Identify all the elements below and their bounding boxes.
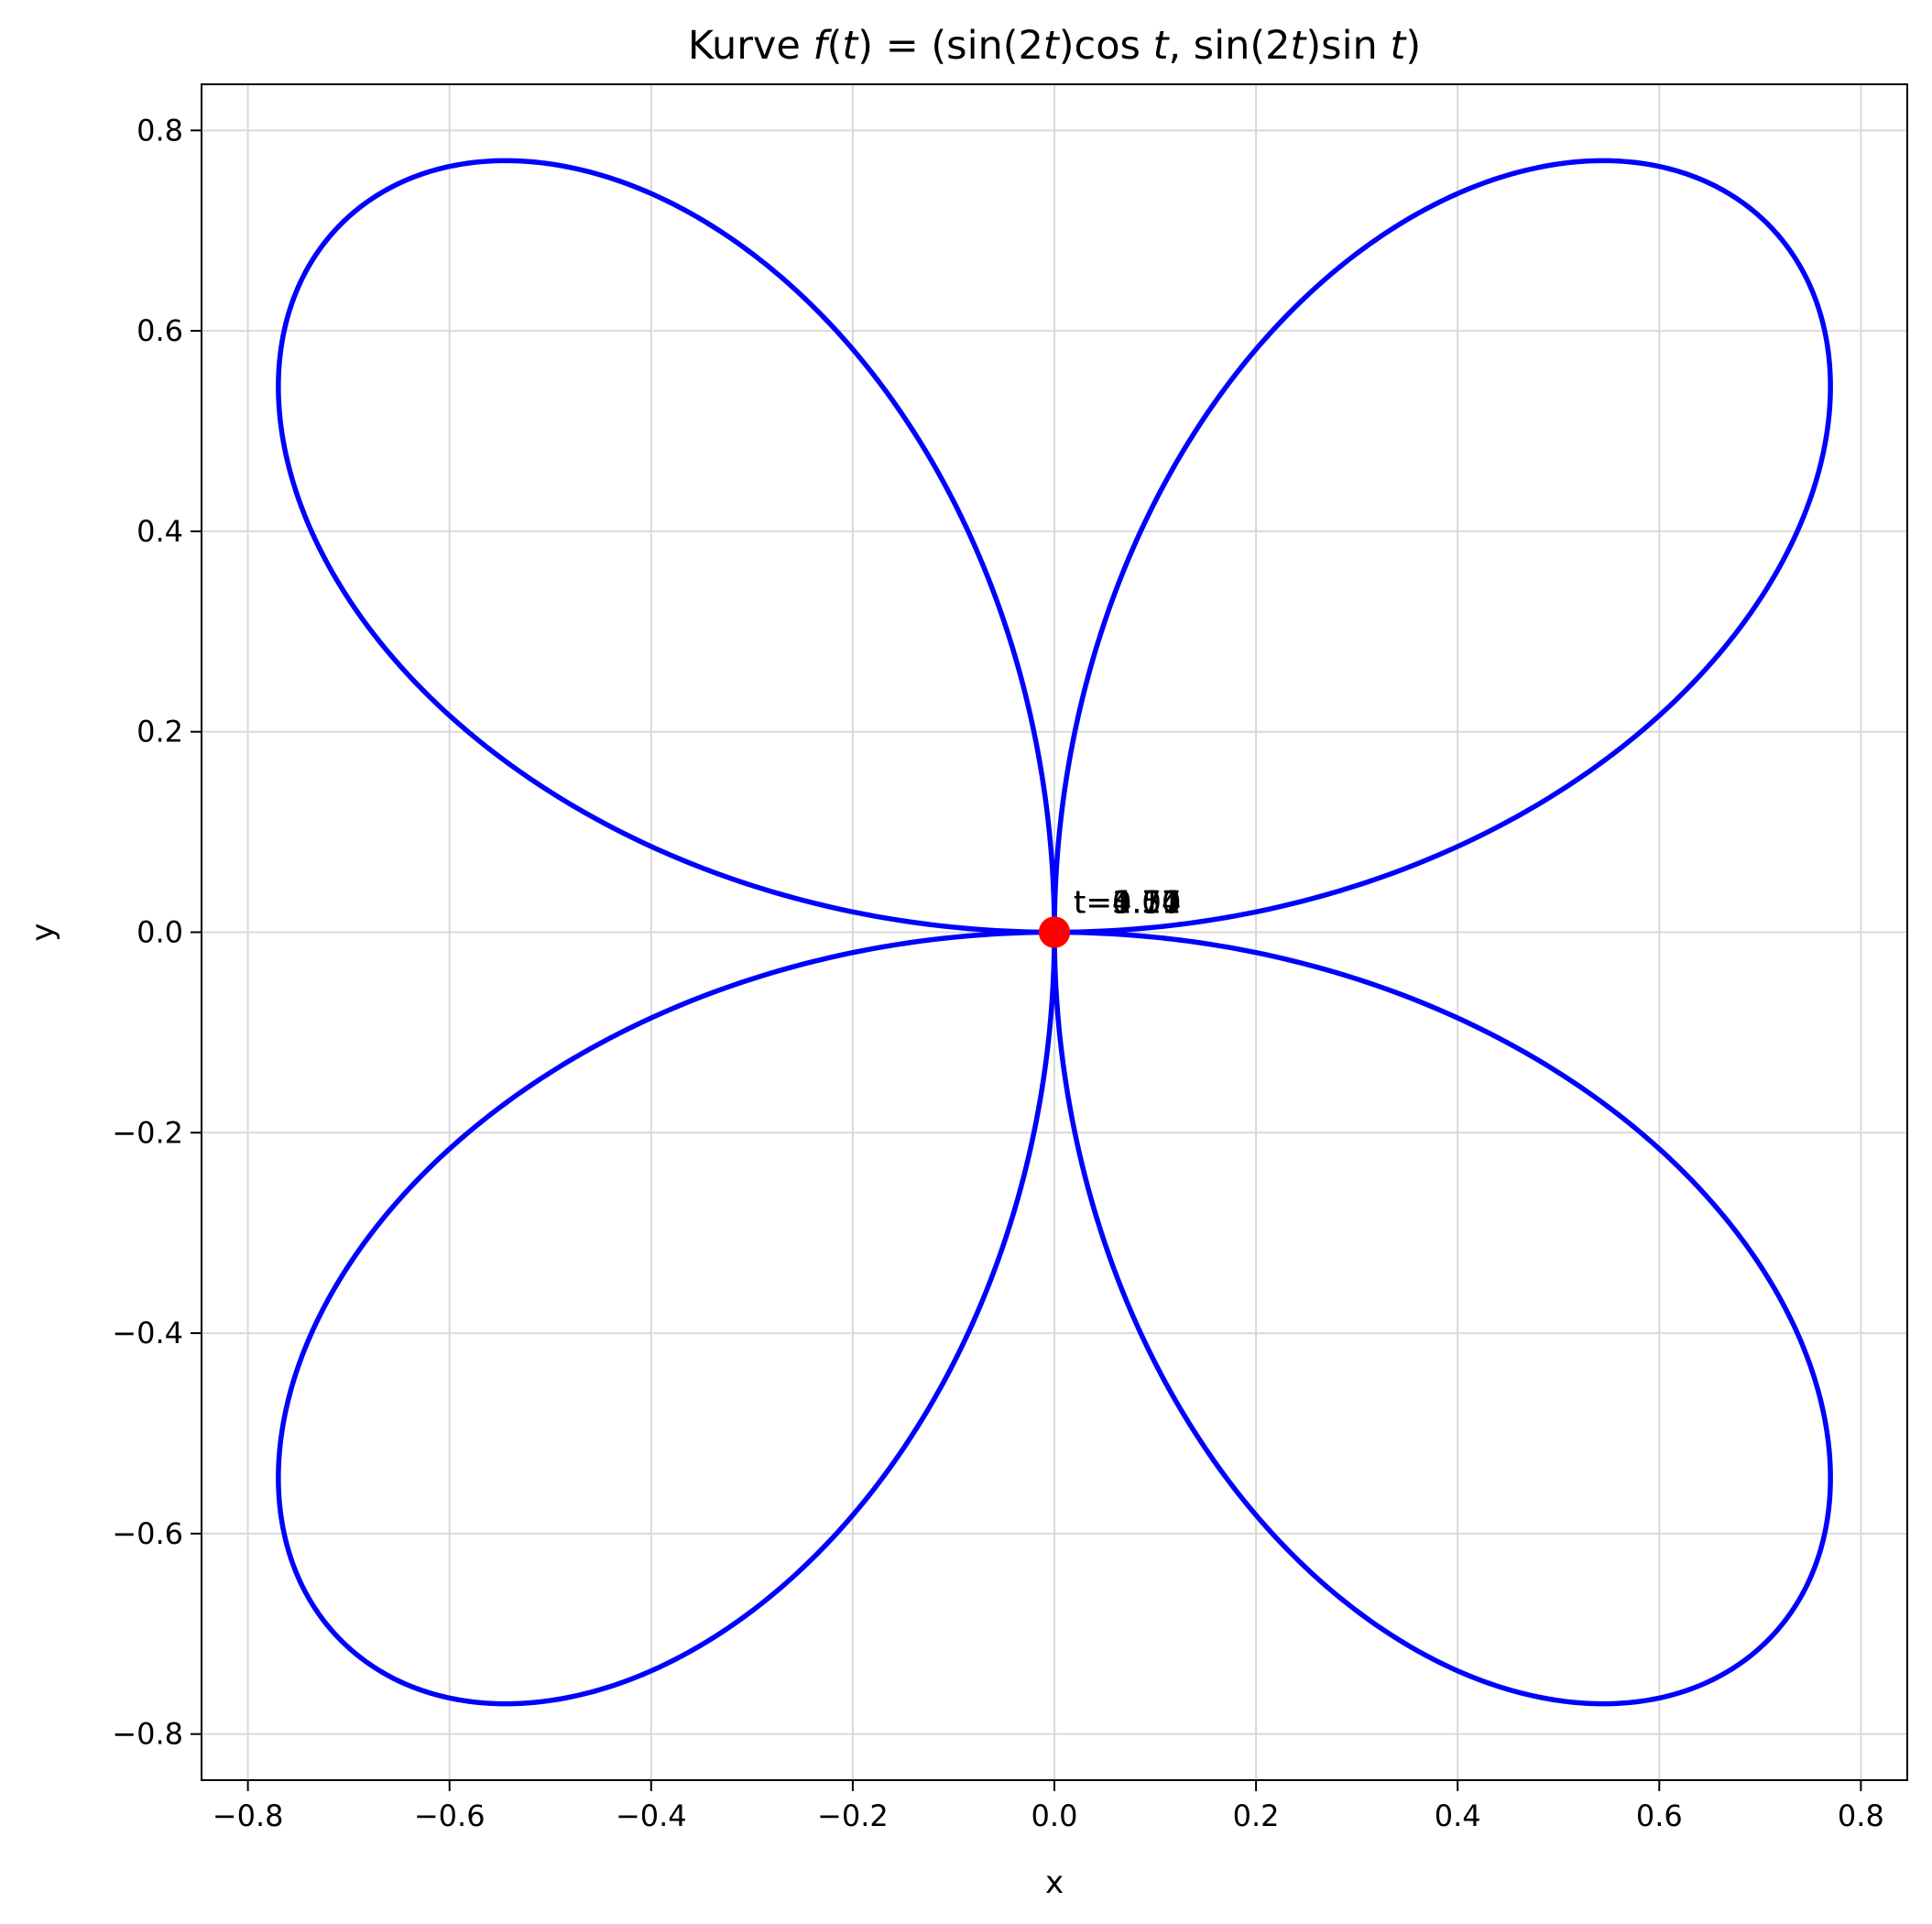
title-formula-part: t [1390,23,1407,69]
x-axis-label: x [1045,1864,1064,1901]
y-tick-label: −0.6 [112,1516,183,1551]
title-formula-part: , sin(2 [1168,23,1290,69]
y-tick-label: 0.2 [136,715,183,749]
title-formula-part: )sin [1305,23,1390,69]
y-tick-label: 0.8 [136,113,183,148]
y-tick-label: −0.8 [112,1717,183,1752]
title-formula-part: t [1291,23,1308,69]
x-tick-label: 0.6 [1636,1798,1683,1833]
point-label: t=1.57 [1074,885,1182,922]
title-formula-part: ( [827,23,843,69]
y-tick-label: −0.4 [112,1316,183,1350]
x-tick-label: −0.4 [616,1798,687,1833]
title-prefix: Kurve [688,23,813,69]
title-formula-part: ) = (sin(2 [857,23,1043,69]
title-formula-part: t [1153,23,1171,69]
point-label: t=4.71 [1074,885,1182,922]
y-tick-label: 0.4 [136,514,183,549]
title-formula-part: )cos [1059,23,1153,69]
point-label: t=3.14 [1074,885,1182,922]
marked-points: t=0.00t=1.57t=3.14t=4.71 [1039,885,1182,948]
x-tick-label: 0.4 [1435,1798,1481,1833]
title-formula-part: t [842,23,859,69]
x-tick-label: −0.8 [213,1798,284,1833]
y-tick-label: 0.6 [136,313,183,348]
y-axis-label: y [25,923,61,941]
x-tick-label: −0.2 [817,1798,889,1833]
title-formula-part: t [1043,23,1061,69]
chart-title: Kurve f(t) = (sin(2t)cos t, sin(2t)sin t… [688,23,1421,69]
point-label: t=0.00 [1074,885,1182,922]
x-tick-label: 0.8 [1838,1798,1884,1833]
x-tick-label: 0.2 [1233,1798,1280,1833]
x-tick-label: −0.6 [414,1798,486,1833]
y-tick-label: −0.2 [112,1115,183,1150]
ticks: −0.8 −0.6 −0.4 −0.2 0.0 0.2 0.4 0.6 0.8 −0.8 −0.6 −… [112,113,1884,1833]
marked-point [1039,916,1070,948]
y-tick-label: 0.0 [136,915,183,950]
title-formula-part: ) [1405,23,1421,69]
x-tick-label: 0.0 [1031,1798,1078,1833]
